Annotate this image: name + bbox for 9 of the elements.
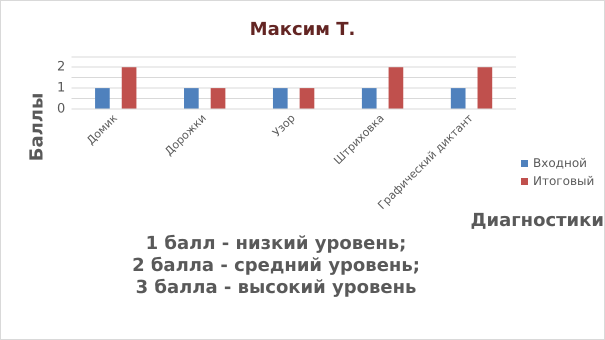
y-axis-title: Баллы xyxy=(26,92,48,162)
y-tick-label: 0 xyxy=(56,101,66,116)
chart-title: Максим Т. xyxy=(248,19,356,40)
legend-label: Итоговый xyxy=(532,173,594,190)
text: 1 балл - низкий уровень; 2 балла - средний уровень; 3 балла - высокий уровень xyxy=(131,233,421,299)
legend-label: Входной xyxy=(532,155,588,172)
x-axis-title: Диагностики xyxy=(470,210,604,231)
y-tick-label: 2 xyxy=(56,60,66,75)
y-tick-label: 1 xyxy=(56,80,66,96)
